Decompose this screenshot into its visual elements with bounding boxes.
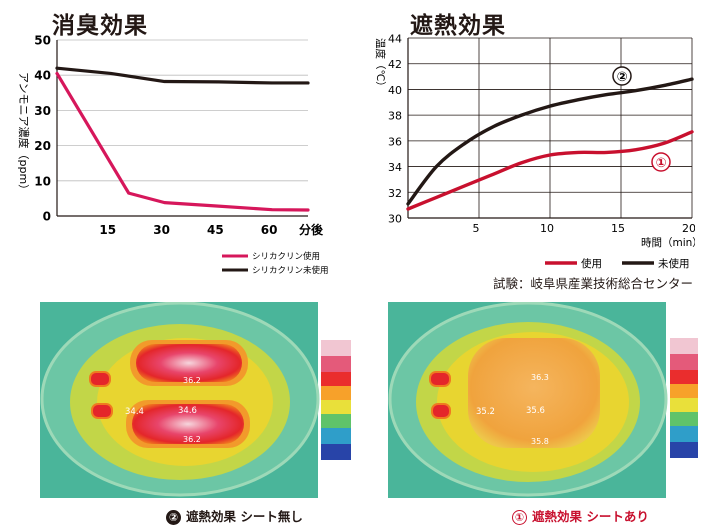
deodorize-chart-title: 消臭効果 [52, 13, 148, 39]
heat-shield-axes [407, 38, 692, 219]
y-tick-label: 32 [388, 187, 402, 200]
deodorize-y-label: アンモニア濃度（ppm） [17, 72, 31, 195]
x-tick-label: 20 [682, 222, 695, 235]
deodorize-axes [56, 40, 308, 217]
thermal-small-spot-1 [429, 371, 451, 387]
y-tick-label: 30 [388, 213, 402, 226]
thermal-reading: 34.4 [125, 407, 144, 417]
thermal-color-scale-band [670, 412, 698, 426]
thermal-color-scale-band [321, 444, 351, 460]
caption-text: 遮熱効果 シートあり [532, 509, 649, 524]
deodorize-x-unit: 分後 [299, 222, 324, 237]
thermal-color-scale-band [321, 400, 351, 414]
x-tick-label: 60 [261, 223, 278, 237]
legend-label-unused: シリカクリン未使用 [252, 265, 329, 276]
y-tick-label: 38 [388, 110, 402, 123]
series-line-1 [55, 66, 310, 85]
heat-shield-y-label: 温度（℃） [375, 38, 387, 92]
circled-number-2: ② [166, 510, 181, 525]
x-tick-label: 30 [153, 223, 170, 237]
thermal-caption-without-sheet: ② 遮熱効果 シート無し [166, 506, 303, 525]
y-tick-label: 30 [34, 104, 51, 118]
legend-label-used: シリカクリン使用 [252, 251, 320, 262]
series-1-marker-label: ① [655, 156, 666, 171]
y-tick-label: 36 [388, 135, 402, 148]
deodorize-grid [57, 39, 308, 182]
y-tick-label: 42 [388, 58, 402, 71]
series-line-1 [406, 77, 694, 206]
thermal-color-scale-band [670, 442, 698, 458]
y-tick-label: 20 [34, 139, 51, 153]
heat-shield-tick-labels: 30 32 34 36 38 40 42 44 5 10 15 20 [388, 33, 695, 236]
heat-shield-legend: 使用 未使用 [545, 257, 690, 270]
series-1-marker [651, 152, 671, 172]
deodorize-chart: 0 10 20 30 40 50 15 30 45 60 分後 アンモニア濃度（ppm） シリカク… [17, 34, 329, 277]
x-tick-label: 45 [207, 223, 224, 237]
thermal-reading: 36.2 [183, 435, 201, 444]
thermal-warm-core [468, 338, 600, 448]
heat-shield-series [406, 77, 694, 211]
thermal-caption-with-sheet: ① 遮熱効果 シートあり [512, 506, 649, 525]
thermal-small-spot-1 [89, 371, 111, 387]
thermal-reading: 34.6 [178, 406, 197, 416]
thermal-color-scale-band [321, 386, 351, 400]
thermal-reading: 35.2 [476, 407, 495, 417]
legend-label-used: 使用 [581, 257, 602, 270]
x-tick-label: 15 [99, 223, 116, 237]
series-2-marker-label: ② [616, 70, 627, 85]
thermal-image-without-sheet: 34.4 34.6 36.2 36.2 [40, 302, 351, 498]
thermal-color-scale-band [670, 426, 698, 442]
y-tick-label: 0 [43, 210, 51, 224]
heat-shield-grid [408, 37, 693, 218]
thermal-color-scale-band [670, 338, 698, 354]
thermal-reading: 35.8 [531, 437, 549, 446]
y-tick-label: 40 [388, 84, 402, 97]
deodorize-series [55, 66, 310, 212]
thermal-hot-top-core [136, 344, 242, 382]
circled-number-1: ① [512, 510, 527, 525]
thermal-color-scale-band [321, 428, 351, 444]
deodorize-tick-labels: 0 10 20 30 40 50 15 30 45 60 [34, 34, 277, 238]
thermal-color-scale-band [321, 340, 351, 356]
x-tick-label: 10 [540, 222, 554, 235]
thermal-image-with-sheet: 35.2 35.6 36.3 35.8 [388, 302, 698, 498]
thermal-color-scale-band [321, 414, 351, 428]
thermal-small-spot-2 [91, 403, 113, 419]
thermal-color-scale-band [670, 370, 698, 384]
y-tick-label: 40 [34, 69, 51, 83]
legend-label-unused: 未使用 [658, 257, 690, 270]
heat-shield-x-label: 時間（min） [641, 237, 695, 249]
caption-text: 遮熱効果 シート無し [186, 509, 303, 524]
thermal-reading: 35.6 [526, 406, 545, 416]
heat-shield-chart-title: 遮熱効果 [410, 13, 506, 39]
series-2-marker [612, 66, 632, 86]
thermal-hot-bottom-core [132, 404, 244, 444]
thermal-color-scale-band [321, 372, 351, 386]
thermal-reading: 36.3 [531, 373, 549, 382]
test-source-note: 試験：岐阜県産業技術総合センター [493, 276, 694, 291]
y-tick-label: 34 [388, 161, 402, 174]
y-tick-label: 50 [34, 34, 51, 48]
y-tick-label: 10 [34, 174, 51, 188]
x-tick-label: 5 [473, 222, 480, 235]
y-tick-label: 44 [388, 33, 402, 46]
thermal-small-spot-2 [431, 403, 451, 419]
deodorize-legend: シリカクリン使用 シリカクリン未使用 [222, 251, 329, 276]
thermal-reading: 36.2 [183, 376, 201, 385]
x-tick-label: 15 [611, 222, 625, 235]
thermal-color-scale-band [670, 398, 698, 412]
thermal-color-scale-band [670, 384, 698, 398]
series-line-0 [406, 130, 694, 211]
series-line-0 [55, 71, 310, 212]
